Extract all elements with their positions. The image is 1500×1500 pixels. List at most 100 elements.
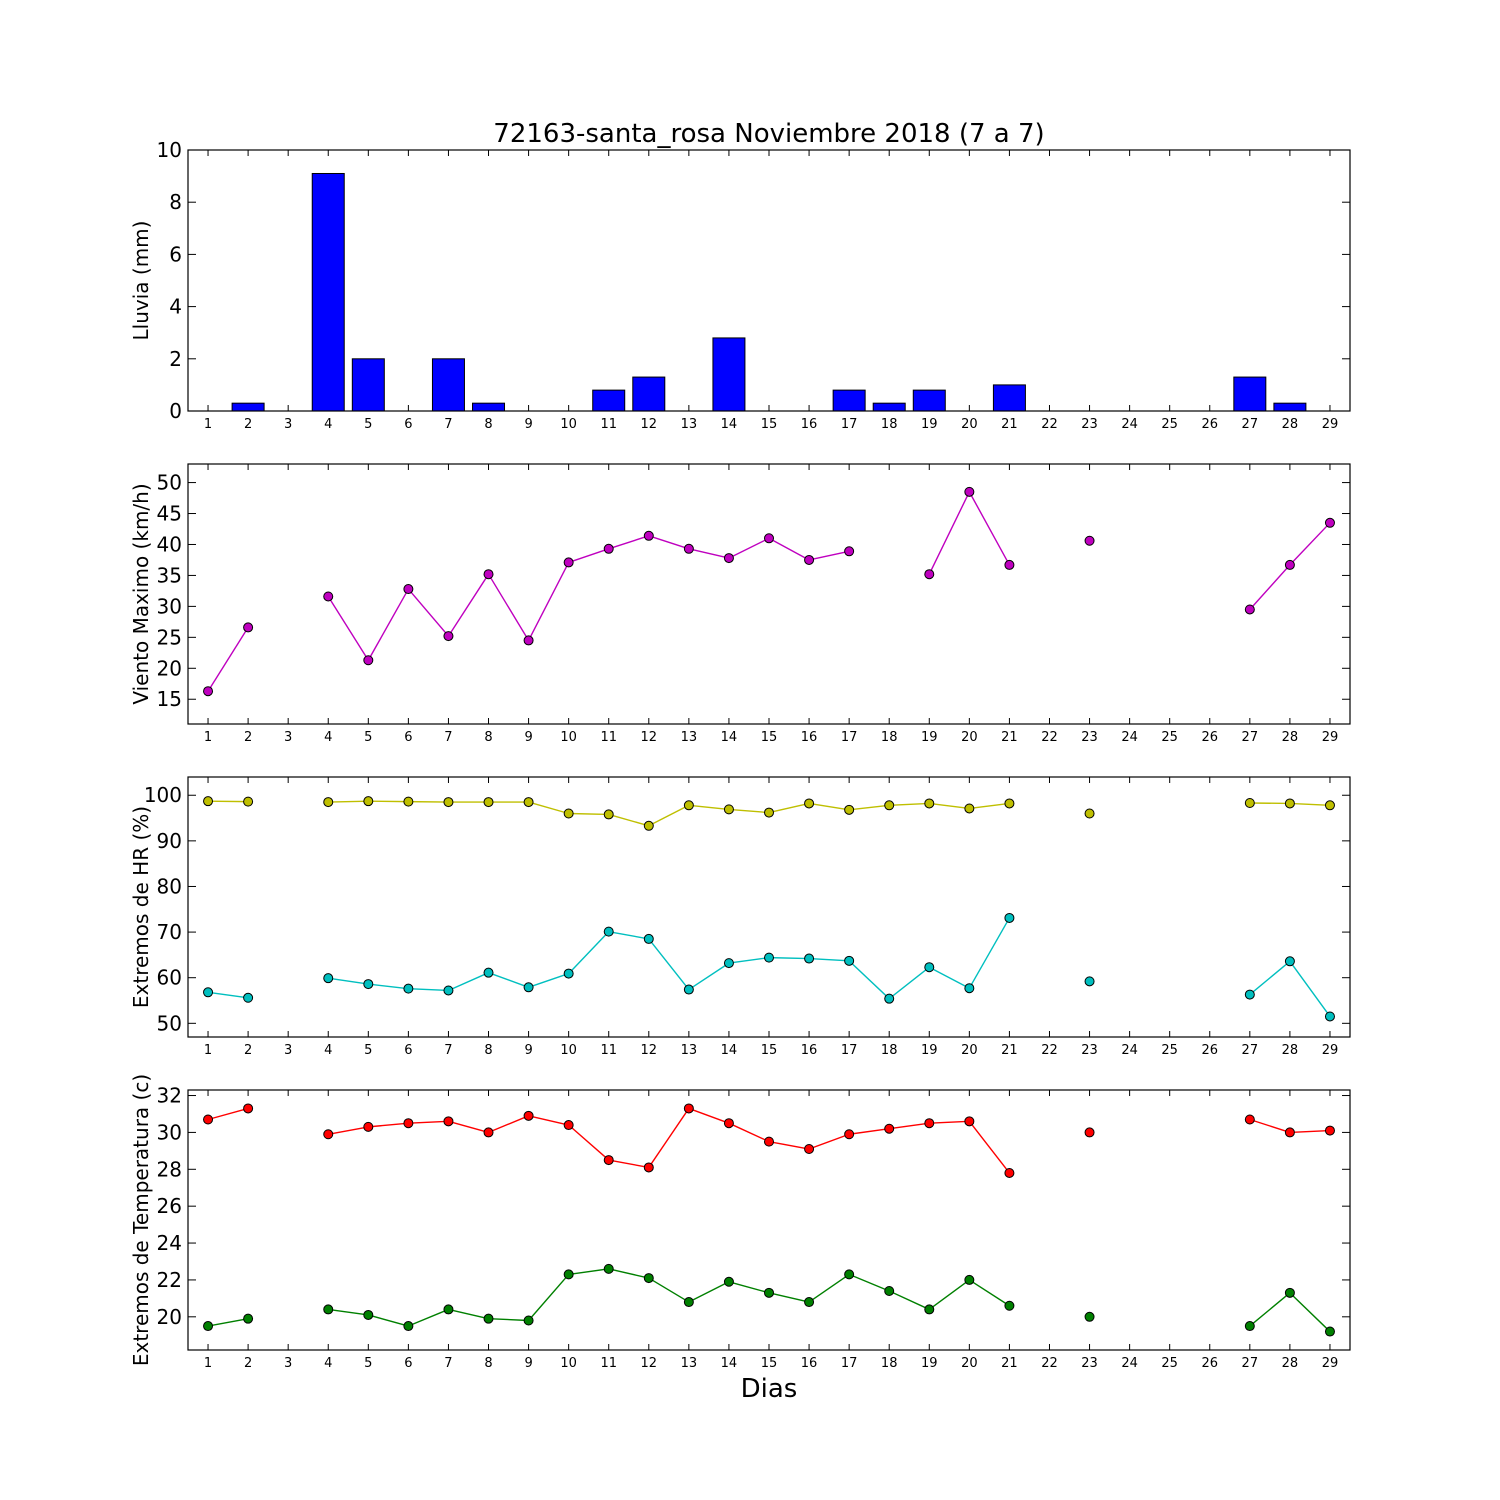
data-point	[1084, 808, 1095, 819]
data-point	[964, 486, 975, 497]
series-line-segment	[648, 938, 690, 990]
series-line-segment	[327, 596, 369, 661]
x-tick-label: 15	[761, 730, 778, 745]
data-point	[643, 1162, 654, 1173]
x-tick-label: 12	[641, 417, 658, 432]
x-tick-label: 6	[404, 417, 412, 432]
y-tick-label: 60	[157, 966, 182, 990]
series-line-segment	[207, 627, 249, 692]
bar	[472, 402, 506, 412]
x-tick-label: 18	[881, 1043, 898, 1058]
series-line-segment	[527, 562, 570, 641]
series-line-segment	[328, 1308, 369, 1316]
series-line-segment	[207, 1317, 249, 1327]
bar	[431, 358, 465, 412]
data-point	[563, 557, 574, 568]
x-tick-label: 7	[444, 417, 452, 432]
data-point	[403, 983, 414, 994]
bar	[311, 172, 345, 412]
x-tick-label: 19	[921, 1043, 938, 1058]
data-point	[964, 1274, 975, 1285]
x-tick-label: 26	[1201, 1356, 1218, 1371]
x-tick-label: 24	[1121, 1043, 1138, 1058]
data-point	[723, 1118, 734, 1129]
series-line-segment	[968, 1279, 1010, 1307]
x-tick-label: 9	[524, 730, 532, 745]
y-tick-label: 10	[157, 138, 182, 162]
data-point	[443, 985, 454, 996]
data-point	[1244, 604, 1255, 615]
series-line-segment	[568, 931, 610, 975]
bar	[231, 402, 265, 412]
y-tick-label: 40	[157, 532, 182, 556]
bar	[872, 402, 906, 412]
x-tick-label: 20	[961, 1356, 978, 1371]
series-line-segment	[408, 987, 449, 992]
series-line-segment	[1289, 960, 1331, 1017]
data-point	[563, 1269, 574, 1280]
data-point	[1084, 1127, 1095, 1138]
y-tick-label: 80	[157, 874, 182, 898]
data-point	[1084, 976, 1095, 987]
y-tick-label: 20	[157, 656, 182, 680]
x-tick-label: 5	[364, 1356, 372, 1371]
data-point	[603, 1263, 614, 1274]
series-line-segment	[808, 802, 850, 811]
series-line-segment	[928, 966, 970, 989]
x-tick-label: 27	[1242, 1043, 1259, 1058]
x-tick-label: 23	[1081, 1356, 1098, 1371]
x-tick-label: 2	[244, 730, 252, 745]
series-line-segment	[688, 1281, 730, 1303]
series-line-segment	[1249, 960, 1291, 996]
series-line-segment	[407, 588, 449, 637]
x-tick-label: 1	[204, 730, 212, 745]
data-point	[403, 796, 414, 807]
x-tick-label: 4	[324, 1043, 332, 1058]
x-tick-label: 15	[761, 1356, 778, 1371]
data-point	[683, 984, 694, 995]
x-tick-label: 6	[404, 1043, 412, 1058]
series-line-segment	[608, 813, 649, 827]
data-point	[723, 1276, 734, 1287]
data-point	[403, 1321, 414, 1332]
data-point	[643, 530, 654, 541]
y-tick-label: 22	[157, 1268, 182, 1292]
series-line-segment	[1289, 1129, 1330, 1134]
x-tick-label: 10	[560, 1043, 577, 1058]
series-line-segment	[688, 962, 730, 991]
series-line-segment	[1249, 564, 1291, 610]
series-line-segment	[528, 801, 569, 815]
x-tick-label: 24	[1121, 730, 1138, 745]
data-point	[323, 591, 334, 602]
x-tick-label: 8	[484, 1043, 492, 1058]
x-tick-label: 25	[1161, 1356, 1178, 1371]
data-point	[203, 987, 214, 998]
y-axis-title: Viento Maximo (km/h)	[129, 483, 153, 704]
series-line-segment	[608, 1268, 649, 1279]
x-tick-label: 28	[1282, 1043, 1299, 1058]
data-point	[683, 543, 694, 554]
series-line-segment	[648, 1277, 690, 1303]
x-tick-label: 14	[721, 1356, 738, 1371]
series-line-segment	[328, 800, 369, 803]
series-line-segment	[809, 957, 850, 962]
series-line-segment	[648, 1108, 690, 1168]
x-tick-label: 20	[961, 417, 978, 432]
x-tick-label: 10	[560, 417, 577, 432]
x-tick-label: 3	[284, 1356, 292, 1371]
series-line-segment	[928, 1279, 970, 1310]
y-tick-label: 25	[157, 625, 182, 649]
x-tick-label: 22	[1041, 730, 1058, 745]
data-point	[764, 952, 774, 963]
x-tick-label: 22	[1041, 1356, 1058, 1371]
data-point	[1284, 798, 1295, 809]
series-line-segment	[408, 1308, 449, 1327]
series-line-segment	[568, 548, 609, 564]
x-tick-label: 4	[324, 417, 332, 432]
data-point	[483, 967, 494, 978]
data-point	[643, 933, 654, 944]
x-tick-label: 8	[484, 730, 492, 745]
data-point	[1004, 1167, 1015, 1178]
x-tick-label: 4	[324, 730, 332, 745]
series-line-segment	[928, 491, 970, 575]
